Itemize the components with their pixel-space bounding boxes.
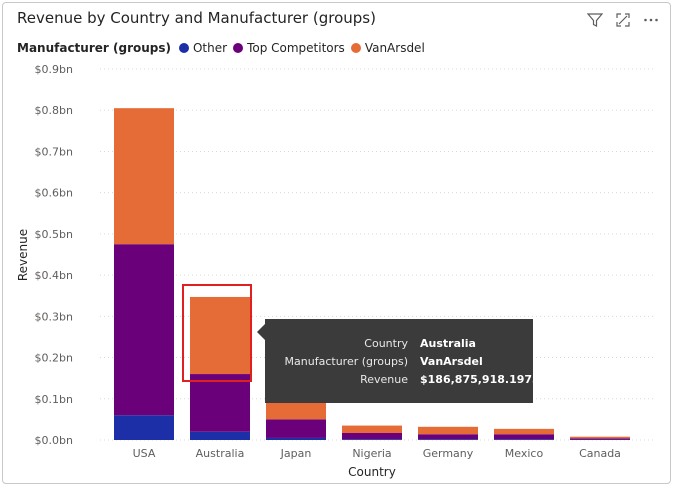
- bar-segment: [190, 431, 250, 440]
- y-tick-label: $0.8bn: [35, 104, 73, 117]
- legend-item-other[interactable]: Other: [178, 41, 228, 55]
- bar-segment: [190, 374, 250, 432]
- bar-segment: [266, 402, 326, 420]
- x-tick-label: USA: [133, 447, 156, 460]
- y-tick-label: $0.0bn: [35, 434, 73, 447]
- legend-label-top-competitors: Top Competitors: [247, 41, 345, 55]
- bar-segment: [266, 419, 326, 438]
- x-tick-label: Mexico: [505, 447, 544, 460]
- x-tick-label: Japan: [280, 447, 312, 460]
- tooltip-row-country: Country Australia: [265, 337, 533, 353]
- legend-item-top-competitors[interactable]: Top Competitors: [233, 41, 345, 55]
- x-tick-label: Australia: [196, 447, 245, 460]
- bar-segment: [342, 432, 402, 440]
- bar-segment: [342, 439, 402, 440]
- y-tick-label: $0.3bn: [35, 310, 73, 323]
- tooltip-key: Revenue: [360, 373, 408, 386]
- bar-segment: [114, 415, 174, 440]
- selected-bar-highlight: [182, 284, 252, 382]
- y-tick-label: $0.1bn: [35, 393, 73, 406]
- y-tick-label: $0.5bn: [35, 228, 73, 241]
- tooltip-row-manufacturer: Manufacturer (groups) VanArsdel: [265, 355, 533, 371]
- tooltip-row-revenue: Revenue $186,875,918.1975: [265, 373, 540, 389]
- visual-header-icons: [586, 11, 660, 29]
- bar-segment: [266, 437, 326, 440]
- y-tick-label: $0.6bn: [35, 187, 73, 200]
- legend-label-other: Other: [192, 41, 228, 55]
- chart-legend: Manufacturer (groups) Other Top Competit…: [17, 41, 431, 55]
- bar-segment: [342, 425, 402, 433]
- bar-segment: [570, 436, 630, 439]
- bar-segment: [114, 244, 174, 416]
- visual-card: Revenue by Country and Manufacturer (gro…: [2, 2, 671, 484]
- tooltip-key: Country: [364, 337, 408, 350]
- tooltip-value: $186,875,918.1975: [420, 373, 540, 386]
- bar-segment: [570, 438, 630, 440]
- tooltip-key: Manufacturer (groups): [284, 355, 408, 368]
- bar-segment: [190, 296, 250, 375]
- y-tick-label: $0.2bn: [35, 352, 73, 365]
- bar-segment: [494, 428, 554, 435]
- legend-swatch-top-competitors: [233, 43, 244, 53]
- legend-label-vanarsdel: VanArsdel: [364, 41, 425, 55]
- legend-title: Manufacturer (groups): [17, 41, 171, 55]
- x-tick-label: Canada: [579, 447, 621, 460]
- x-tick-label: Nigeria: [352, 447, 391, 460]
- bar-segment: [418, 434, 478, 440]
- tooltip: Country Australia Manufacturer (groups) …: [265, 319, 540, 403]
- bar-segment: [418, 439, 478, 440]
- legend-swatch-vanarsdel: [350, 43, 361, 53]
- y-tick-label: $0.7bn: [35, 145, 73, 158]
- tooltip-value: Australia: [420, 337, 476, 350]
- tooltip-value: VanArsdel: [420, 355, 483, 368]
- tooltip-pointer: [257, 324, 265, 340]
- focus-mode-icon[interactable]: [614, 11, 632, 29]
- y-tick-label: $0.4bn: [35, 269, 73, 282]
- filter-icon[interactable]: [586, 11, 604, 29]
- chart-title: Revenue by Country and Manufacturer (gro…: [17, 9, 376, 27]
- more-options-icon[interactable]: [642, 11, 660, 29]
- bar-segment: [494, 434, 554, 440]
- legend-item-vanarsdel[interactable]: VanArsdel: [350, 41, 425, 55]
- y-axis-label: Revenue: [16, 229, 30, 281]
- y-tick-label: $0.9bn: [35, 63, 73, 76]
- x-axis-label: Country: [348, 465, 396, 479]
- bar-segment: [494, 439, 554, 440]
- bar-segment: [114, 108, 174, 245]
- x-tick-label: Germany: [423, 447, 474, 460]
- bar-segment: [418, 426, 478, 435]
- legend-swatch-other: [178, 43, 189, 53]
